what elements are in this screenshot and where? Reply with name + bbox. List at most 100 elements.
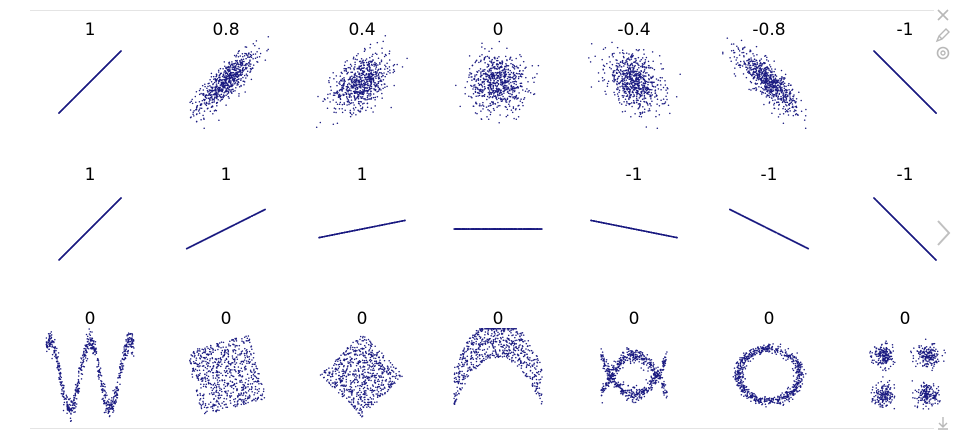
data-point [493, 75, 495, 77]
data-point [779, 88, 782, 90]
data-point [908, 85, 911, 88]
data-point [374, 61, 376, 64]
data-point [341, 80, 343, 82]
data-point [662, 86, 665, 89]
data-point [476, 112, 478, 115]
data-point [493, 77, 496, 79]
data-point [231, 68, 234, 70]
data-point [658, 54, 661, 57]
data-point [507, 92, 510, 95]
data-point [602, 80, 604, 82]
data-point [343, 103, 346, 105]
data-point [633, 65, 636, 68]
data-point [473, 86, 475, 88]
data-point [459, 105, 461, 108]
data-point [359, 105, 362, 107]
data-point [103, 67, 105, 69]
data-point [788, 107, 791, 110]
data-point [648, 74, 650, 77]
data-point [753, 87, 756, 90]
data-point [641, 112, 643, 114]
data-point [485, 78, 488, 81]
data-point [490, 79, 492, 82]
data-point [488, 97, 490, 99]
data-point [616, 83, 618, 86]
data-point [222, 67, 224, 70]
data-point [765, 88, 768, 90]
data-point [472, 92, 475, 95]
data-point [209, 91, 212, 94]
data-point [332, 94, 335, 97]
data-point [655, 115, 657, 118]
data-point [85, 84, 88, 87]
data-point [481, 46, 483, 48]
data-point [358, 81, 361, 83]
data-point [368, 93, 370, 95]
data-point [644, 91, 647, 94]
data-point [500, 98, 503, 100]
data-point [377, 86, 380, 89]
data-point [754, 60, 756, 63]
data-point [484, 62, 486, 64]
data-point [737, 62, 739, 64]
data-point [364, 83, 367, 86]
data-point [218, 90, 221, 92]
data-point [768, 64, 771, 66]
data-point [361, 84, 364, 86]
data-point [736, 45, 738, 48]
data-point [506, 47, 508, 50]
data-point [633, 80, 635, 82]
data-point [242, 70, 244, 72]
data-point [382, 40, 384, 43]
correlation-label: -0.4 [617, 20, 650, 40]
data-point [499, 104, 501, 107]
data-point [649, 102, 651, 105]
data-point [623, 88, 626, 91]
data-point [754, 63, 757, 66]
data-point [926, 103, 929, 106]
data-point [618, 64, 621, 67]
data-point [348, 103, 350, 106]
data-point [751, 74, 753, 77]
data-point [372, 111, 374, 113]
data-point [374, 96, 377, 99]
data-point [626, 95, 628, 98]
data-point [358, 85, 360, 88]
data-point [237, 68, 240, 70]
data-point [537, 64, 540, 67]
data-point [787, 95, 789, 98]
data-point [640, 65, 642, 68]
data-point [589, 61, 592, 63]
data-point [235, 54, 238, 56]
data-point [783, 89, 786, 92]
data-point [787, 108, 789, 110]
data-point [651, 88, 653, 91]
data-point [504, 89, 507, 91]
data-point [506, 77, 509, 80]
data-point [223, 71, 225, 73]
data-point [225, 76, 228, 78]
data-point [73, 97, 75, 99]
data-point [765, 70, 767, 72]
data-point [747, 64, 749, 66]
data-point [664, 101, 667, 103]
data-point [638, 71, 640, 73]
data-point [503, 92, 505, 94]
data-point [648, 78, 650, 81]
data-point [349, 102, 352, 105]
data-point [361, 97, 363, 100]
data-point [659, 76, 662, 79]
data-point [254, 44, 256, 47]
data-point [634, 75, 637, 77]
data-point [622, 86, 624, 88]
data-point [212, 98, 214, 100]
data-point [636, 73, 638, 75]
data-point [761, 76, 764, 78]
data-point [511, 76, 514, 79]
data-point [363, 79, 365, 82]
data-point [371, 55, 373, 58]
data-point [667, 88, 669, 90]
data-point [493, 109, 495, 112]
data-point [773, 102, 776, 105]
data-point [362, 63, 365, 65]
